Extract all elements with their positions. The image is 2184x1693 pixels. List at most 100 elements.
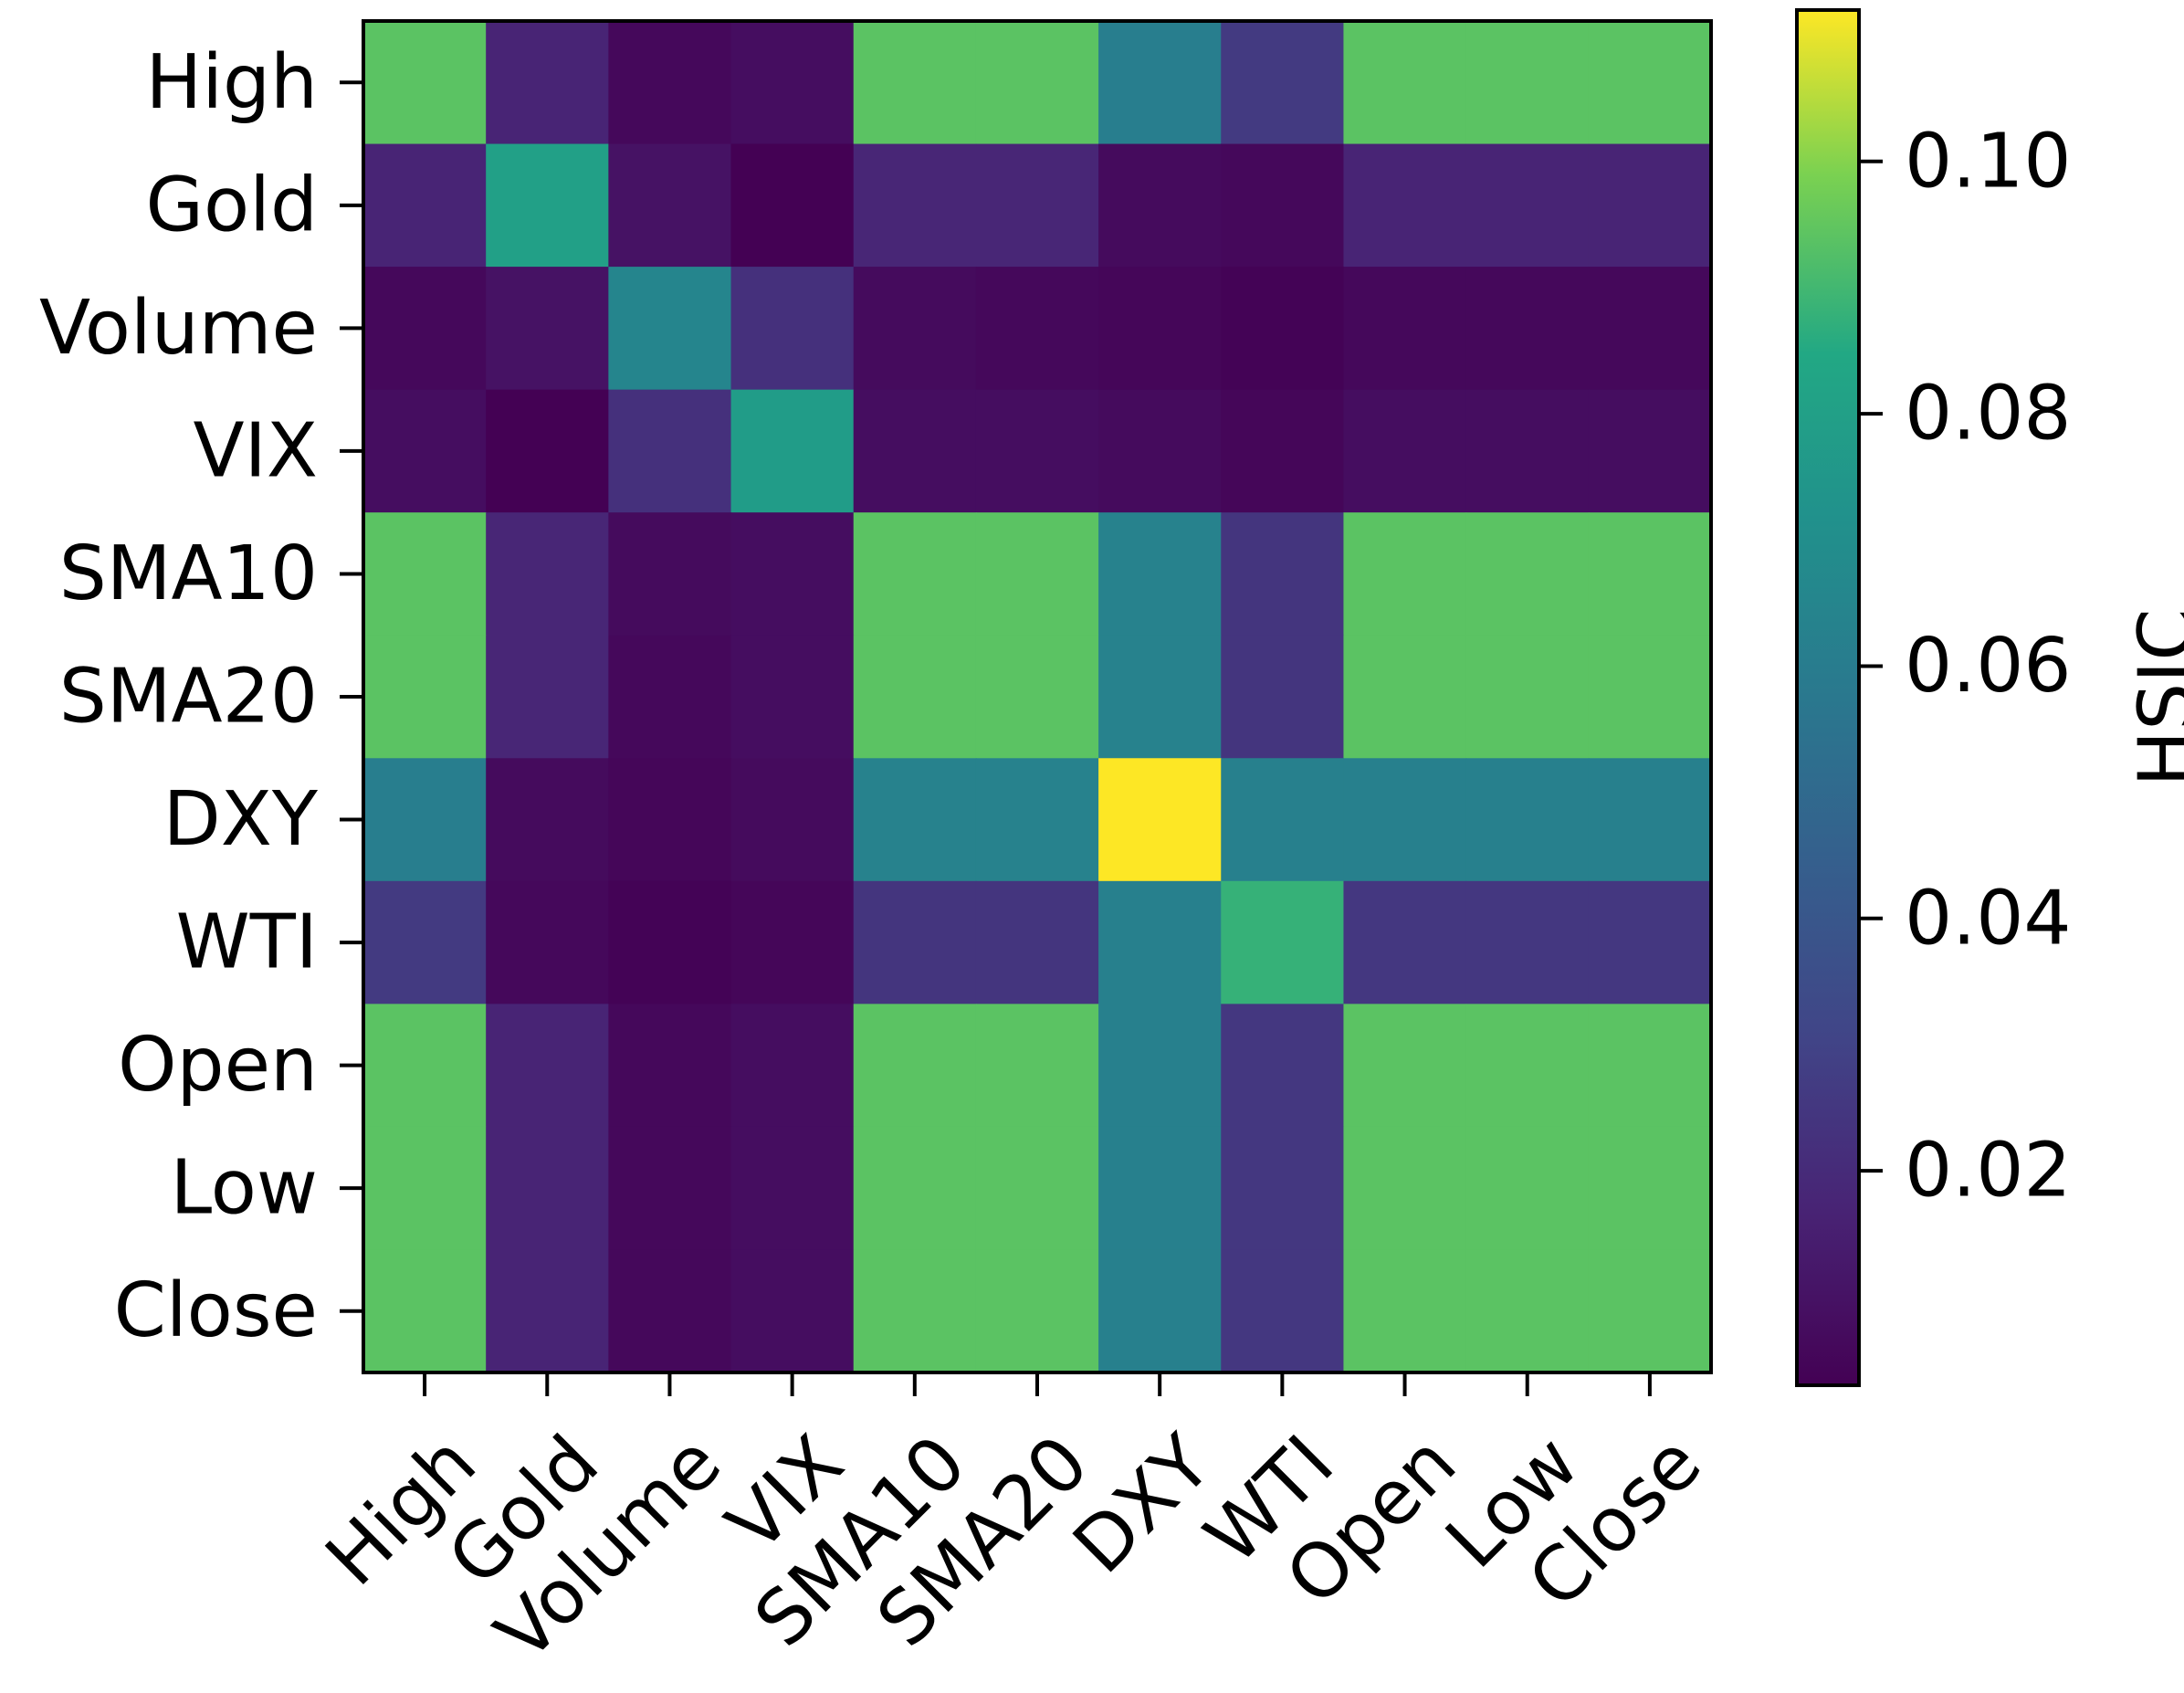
heatmap-cell [853, 1004, 977, 1128]
heatmap-cell [730, 1004, 855, 1128]
heatmap-cell [1221, 267, 1345, 391]
heatmap-cell [1098, 1004, 1222, 1128]
y-tick-label: Close [114, 1267, 318, 1354]
heatmap-cell [1588, 1004, 1712, 1128]
heatmap-cell [1588, 389, 1712, 513]
y-tick-label: SMA10 [59, 531, 318, 617]
heatmap-cell [608, 143, 732, 268]
heatmap-cell [363, 143, 487, 268]
heatmap-cell [1098, 635, 1222, 759]
y-tick-label: High [146, 39, 318, 126]
heatmap-cell [975, 512, 1099, 636]
heatmap-cell [730, 389, 855, 513]
heatmap-cell [1465, 635, 1590, 759]
heatmap-cell [363, 21, 487, 145]
heatmap-cell [1098, 1249, 1222, 1373]
colorbar-tick-label: 0.02 [1905, 1128, 2072, 1215]
heatmap-cell [1343, 880, 1467, 1004]
heatmap-cell [1221, 758, 1345, 882]
colorbar-label: HSIC [2123, 608, 2184, 786]
heatmap-cell [486, 758, 609, 882]
heatmap-cell [1588, 1126, 1712, 1251]
heatmap-cell [853, 758, 977, 882]
heatmap-cell [363, 1126, 487, 1251]
heatmap-cell [975, 1249, 1099, 1373]
heatmap-cell [1221, 512, 1345, 636]
heatmap-cell [1221, 1126, 1345, 1251]
colorbar-tick-label: 0.06 [1905, 623, 2072, 710]
heatmap-cell [1588, 758, 1712, 882]
heatmap-cell [1098, 267, 1222, 391]
heatmap-cell [608, 267, 732, 391]
heatmap-cell [853, 512, 977, 636]
heatmap-cell [1588, 512, 1712, 636]
heatmap-cell [486, 635, 609, 759]
heatmap-cell [1588, 267, 1712, 391]
heatmap-cell [1098, 512, 1222, 636]
colorbar-ticks: 0.02 0.04 0.06 0.08 0.10 [1859, 118, 2072, 1215]
heatmap-cell [853, 1126, 977, 1251]
heatmap-cell [730, 267, 855, 391]
heatmap-cell [486, 143, 609, 268]
heatmap-cell [486, 267, 609, 391]
heatmap-cell [853, 143, 977, 268]
colorbar-tick-label: 0.08 [1905, 371, 2072, 457]
heatmap-cells [363, 21, 1712, 1373]
heatmap-cell [853, 21, 977, 145]
y-tick-label: Low [171, 1145, 318, 1232]
heatmap-cell [486, 512, 609, 636]
y-tick-label: SMA20 [59, 654, 318, 741]
heatmap-cell [363, 389, 487, 513]
heatmap-cell [975, 758, 1099, 882]
heatmap-cell [1465, 512, 1590, 636]
heatmap-cell [608, 21, 732, 145]
heatmap-cell [363, 267, 487, 391]
heatmap-cell [608, 758, 732, 882]
heatmap-cell [608, 389, 732, 513]
heatmap-cell [1098, 758, 1222, 882]
heatmap-cell [975, 389, 1099, 513]
heatmap-cell [486, 21, 609, 145]
heatmap-cell [853, 635, 977, 759]
heatmap-cell [730, 880, 855, 1004]
heatmap-cell [1098, 143, 1222, 268]
heatmap-cell [1465, 1249, 1590, 1373]
heatmap-cell [975, 880, 1099, 1004]
heatmap-cell [1098, 21, 1222, 145]
heatmap-cell [1221, 1004, 1345, 1128]
heatmap-cell [853, 880, 977, 1004]
heatmap-cell [730, 758, 855, 882]
colorbar: 0.02 0.04 0.06 0.08 0.10 HSIC [1795, 8, 2184, 1387]
heatmap-cell [1465, 143, 1590, 268]
heatmap-cell [1343, 512, 1467, 636]
heatmap-cell [1343, 1004, 1467, 1128]
heatmap-cell [853, 1249, 977, 1373]
heatmap-cell [1465, 1126, 1590, 1251]
heatmap-cell [608, 635, 732, 759]
heatmap-cell [975, 1126, 1099, 1251]
heatmap-cell [1098, 389, 1222, 513]
heatmap-cell [1588, 143, 1712, 268]
heatmap-cell [1588, 1249, 1712, 1373]
heatmap-cell [1221, 389, 1345, 513]
heatmap-cell [1588, 21, 1712, 145]
heatmap-cell [1465, 389, 1590, 513]
heatmap-cell [730, 1249, 855, 1373]
heatmap-cell [730, 143, 855, 268]
heatmap-cell [975, 1004, 1099, 1128]
heatmap-cell [608, 1249, 732, 1373]
heatmap-cell [486, 1004, 609, 1128]
heatmap-cell [1343, 635, 1467, 759]
heatmap-cell [853, 389, 977, 513]
y-axis: High Gold Volume VIX SMA10 SMA20 DXY WTI Open Low… [39, 39, 363, 1354]
heatmap-cell [1221, 1249, 1345, 1373]
heatmap-cell [1221, 143, 1345, 268]
heatmap-cell [1343, 1126, 1467, 1251]
heatmap-cell [363, 512, 487, 636]
y-tick-label: Open [118, 1022, 318, 1109]
heatmap-cell [975, 143, 1099, 268]
heatmap-cell [1343, 143, 1467, 268]
heatmap-cell [486, 880, 609, 1004]
colorbar-frame [1795, 8, 1861, 1387]
